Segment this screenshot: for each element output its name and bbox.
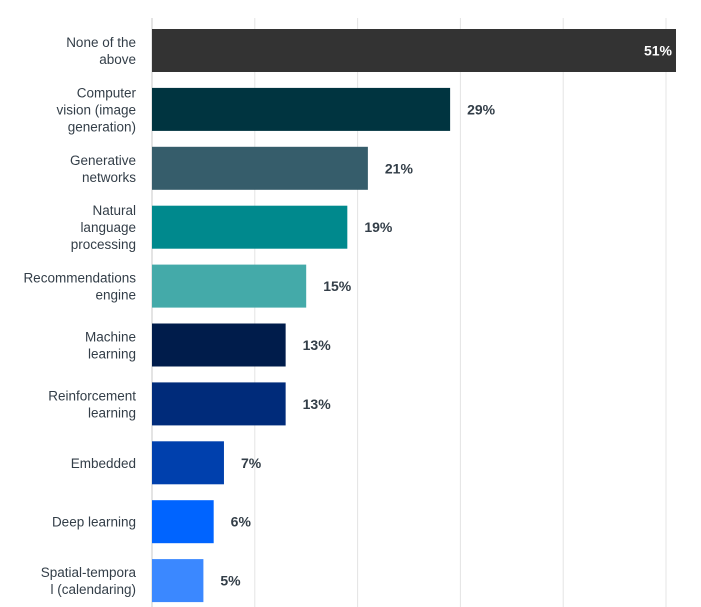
category-label-1: Computer vision (image generation) [56, 85, 136, 134]
bars [152, 29, 676, 603]
bar-8 [152, 500, 214, 544]
bar-4 [152, 264, 307, 308]
bar-2 [152, 146, 368, 190]
value-label-9: 5% [220, 573, 241, 589]
category-label-7: Embedded [71, 456, 136, 471]
category-label-6: Reinforcement learning [48, 388, 136, 420]
bar-5 [152, 323, 286, 367]
value-label-0: 51% [644, 43, 673, 59]
category-label-4: Recommendations engine [23, 271, 136, 303]
bar-9 [152, 559, 204, 603]
category-label-3: Natural language processing [71, 203, 136, 252]
category-label-0: None of the above [66, 35, 136, 67]
value-label-7: 7% [241, 455, 262, 471]
bar-7 [152, 441, 224, 485]
category-label-9: Spatial-tempora l (calendaring) [41, 565, 137, 597]
bar-6 [152, 382, 286, 426]
bar-1 [152, 87, 451, 131]
value-label-4: 15% [323, 278, 352, 294]
category-label-5: Machine learning [85, 330, 136, 362]
category-labels: None of the above Computer vision (image gen… [23, 35, 136, 597]
value-label-3: 19% [364, 219, 393, 235]
bar-3 [152, 205, 348, 249]
value-label-1: 29% [467, 101, 496, 117]
value-label-5: 13% [303, 337, 332, 353]
value-labels: 51% 29% 21% 19% 15% 13% 13% 7% 6% 5% [220, 43, 672, 589]
category-label-2: Generative networks [70, 153, 136, 185]
value-label-8: 6% [231, 514, 252, 530]
category-label-8: Deep learning [52, 515, 136, 530]
value-label-2: 21% [385, 160, 414, 176]
value-label-6: 13% [303, 396, 332, 412]
bar-0 [152, 29, 676, 72]
